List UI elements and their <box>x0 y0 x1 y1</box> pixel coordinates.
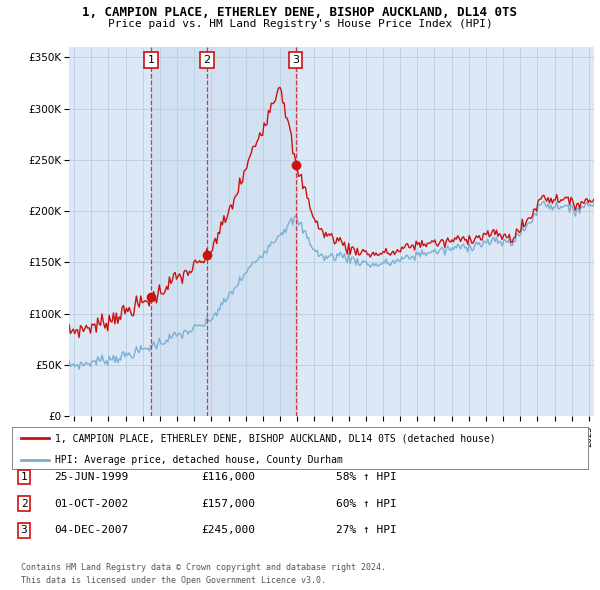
Text: 27% ↑ HPI: 27% ↑ HPI <box>336 525 397 535</box>
Text: 04-DEC-2007: 04-DEC-2007 <box>54 525 128 535</box>
Text: 2: 2 <box>203 55 211 65</box>
Text: £157,000: £157,000 <box>201 499 255 509</box>
Text: 1, CAMPION PLACE, ETHERLEY DENE, BISHOP AUCKLAND, DL14 0TS (detached house): 1, CAMPION PLACE, ETHERLEY DENE, BISHOP … <box>55 433 496 443</box>
Text: 01-OCT-2002: 01-OCT-2002 <box>54 499 128 509</box>
Text: 58% ↑ HPI: 58% ↑ HPI <box>336 472 397 482</box>
Bar <box>151 47 296 416</box>
Text: 3: 3 <box>292 55 299 65</box>
Text: 2: 2 <box>20 499 28 509</box>
Text: 1: 1 <box>148 55 155 65</box>
Text: £116,000: £116,000 <box>201 472 255 482</box>
Text: £245,000: £245,000 <box>201 525 255 535</box>
Text: This data is licensed under the Open Government Licence v3.0.: This data is licensed under the Open Gov… <box>21 576 326 585</box>
Text: 3: 3 <box>20 525 28 535</box>
Text: 25-JUN-1999: 25-JUN-1999 <box>54 472 128 482</box>
Text: 60% ↑ HPI: 60% ↑ HPI <box>336 499 397 509</box>
Text: HPI: Average price, detached house, County Durham: HPI: Average price, detached house, Coun… <box>55 455 343 465</box>
Text: Price paid vs. HM Land Registry's House Price Index (HPI): Price paid vs. HM Land Registry's House … <box>107 19 493 29</box>
Text: 1: 1 <box>20 472 28 482</box>
Text: 1, CAMPION PLACE, ETHERLEY DENE, BISHOP AUCKLAND, DL14 0TS: 1, CAMPION PLACE, ETHERLEY DENE, BISHOP … <box>83 6 517 19</box>
Text: Contains HM Land Registry data © Crown copyright and database right 2024.: Contains HM Land Registry data © Crown c… <box>21 563 386 572</box>
